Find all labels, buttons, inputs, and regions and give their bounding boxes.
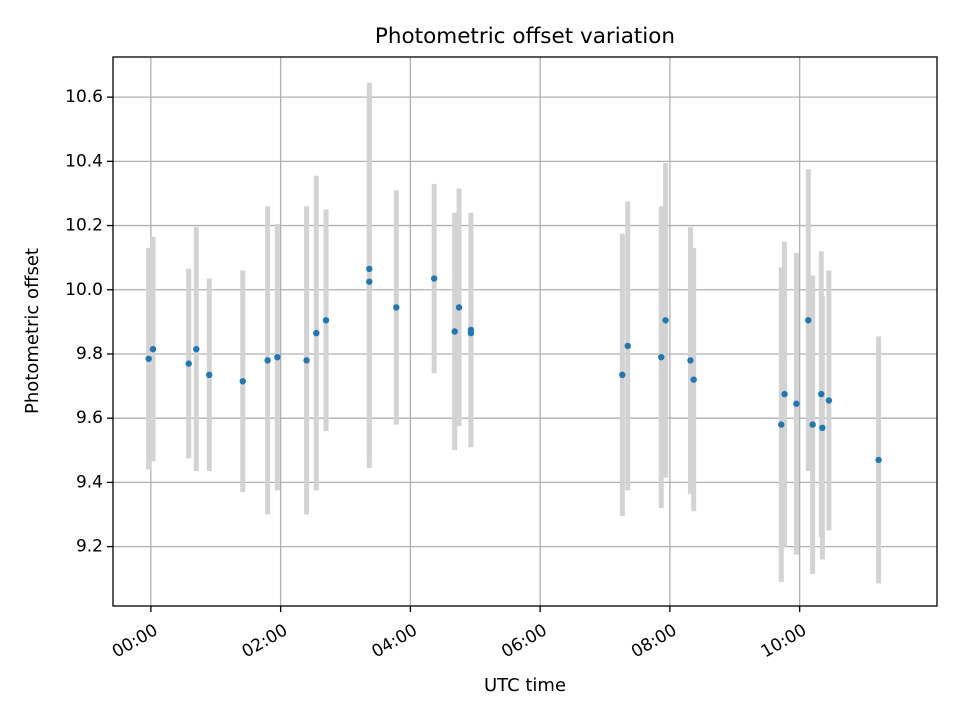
data-point [366, 265, 373, 273]
data-point [206, 371, 213, 379]
data-point [819, 424, 826, 432]
data-points [145, 265, 882, 464]
y-tick-label: 9.4 [76, 472, 103, 492]
data-point [145, 355, 152, 362]
data-point [809, 421, 816, 428]
data-point [274, 353, 281, 361]
y-tick-label: 9.2 [76, 537, 103, 557]
data-point [624, 342, 631, 350]
data-point [239, 378, 246, 385]
data-point [322, 317, 330, 324]
data-point [303, 357, 310, 364]
data-point [805, 317, 812, 324]
data-point [619, 371, 626, 379]
data-point [451, 328, 458, 335]
data-point [467, 329, 475, 337]
y-tick-label: 10.4 [65, 151, 103, 171]
data-point [264, 357, 271, 364]
data-point [662, 317, 669, 324]
y-tick-label: 10.2 [65, 216, 103, 236]
data-point [393, 304, 400, 311]
data-point [149, 345, 157, 353]
chart-title: Photometric offset variation [375, 24, 675, 49]
y-tick-label: 9.6 [76, 408, 103, 428]
data-point [185, 360, 192, 367]
data-point [658, 353, 665, 361]
data-point [781, 390, 788, 398]
y-tick-label: 10.6 [65, 87, 103, 107]
axes-frame [112, 56, 938, 607]
data-point [430, 275, 438, 282]
data-point [193, 345, 200, 353]
data-point [778, 421, 785, 428]
data-point [313, 329, 320, 337]
y-tick-label: 10.0 [65, 280, 103, 300]
grid-lines [113, 57, 937, 606]
data-point [366, 278, 373, 285]
data-point [825, 397, 833, 404]
data-point [793, 400, 800, 407]
ticks: 00:00 02:00 04:00 06:00 08:00 10:009.29.49.69… [65, 87, 810, 662]
x-axis-label: UTC time [484, 675, 566, 696]
data-point [875, 456, 882, 464]
y-tick-label: 9.8 [76, 344, 103, 364]
data-point [687, 357, 694, 364]
data-point [818, 390, 825, 398]
y-axis-label: Photometric offset [22, 248, 43, 414]
data-point [455, 304, 463, 311]
data-point [690, 376, 697, 383]
